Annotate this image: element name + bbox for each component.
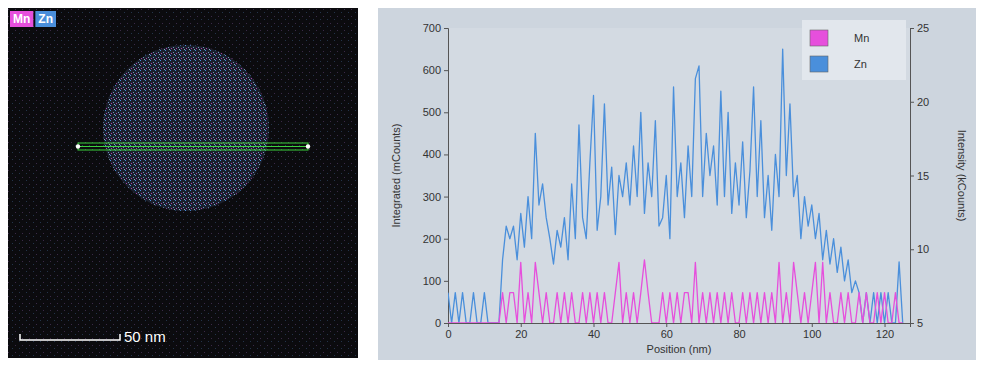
legend-label: Zn [854, 58, 867, 70]
y2-tick-mark [910, 102, 914, 103]
x-tick: 120 [876, 323, 894, 340]
y-tick-mark [444, 70, 448, 71]
x-tick: 20 [515, 323, 527, 340]
x-tick-mark [594, 323, 595, 327]
figure: Mn Zn 50 nm 0 20 40 60 80 100 120 0 100 200 300 400 500… [0, 0, 982, 365]
y2-tick-label: 15 [917, 170, 929, 182]
x-tick-mark [666, 323, 667, 327]
x-tick-label: 60 [661, 328, 673, 340]
element-chip-box [10, 11, 33, 27]
x-axis: 0 20 40 60 80 100 120 [445, 323, 910, 340]
x-tick-label: 120 [876, 328, 894, 340]
y-tick-mark [444, 239, 448, 240]
map-image: Mn Zn 50 nm [8, 8, 358, 358]
y2-tick: 20 [910, 96, 929, 108]
y-tick-label: 100 [423, 275, 441, 287]
y-tick: 400 [423, 148, 448, 160]
y-tick-mark [444, 28, 448, 29]
series-line [448, 49, 903, 323]
y-tick: 600 [423, 64, 448, 76]
y-tick-mark [444, 281, 448, 282]
y2-axis-line [911, 29, 915, 324]
y-axis: 0 100 200 300 400 500 600 700 [423, 22, 449, 329]
y2-tick-mark [910, 323, 914, 324]
y2-tick-label: 25 [917, 22, 929, 34]
x-tick-label: 80 [733, 328, 745, 340]
scale-bar-label: 50 nm [124, 328, 166, 345]
y2-tick-mark [910, 176, 914, 177]
y-tick-label: 300 [423, 191, 441, 203]
y-tick: 700 [423, 22, 448, 34]
y2-tick: 5 [910, 317, 923, 329]
y2-tick-label: 5 [917, 317, 923, 329]
x-tick: 40 [588, 323, 600, 340]
y-tick-mark [444, 323, 448, 324]
y-tick: 200 [423, 233, 448, 245]
x-tick-label: 20 [515, 328, 527, 340]
scan-line [78, 143, 308, 150]
element-chip: Mn [10, 11, 33, 27]
y2-tick: 15 [910, 170, 929, 182]
x-tick-label: 0 [445, 328, 451, 340]
scan-endpoint [76, 144, 80, 148]
series-line [448, 260, 903, 323]
particle [103, 45, 269, 211]
map-background [8, 8, 358, 358]
x-axis-title: Position (nm) [647, 343, 712, 355]
y-tick: 100 [423, 275, 448, 287]
x-tick-mark [739, 323, 740, 327]
x-tick: 0 [445, 323, 451, 340]
y2-axis-title: Intensity (kCounts) [956, 130, 968, 222]
y-tick-mark [444, 154, 448, 155]
y-axis-title: Integrated (mCounts) [390, 124, 402, 228]
x-tick-label: 100 [803, 328, 821, 340]
y-tick: 300 [423, 191, 448, 203]
element-chip: Zn [35, 11, 56, 27]
element-chip-box [35, 11, 56, 27]
y-tick-label: 600 [423, 64, 441, 76]
y-tick: 0 [435, 317, 448, 329]
legend-swatch [810, 56, 828, 72]
x-tick-mark [521, 323, 522, 327]
y-tick-label: 500 [423, 106, 441, 118]
y2-tick-mark [910, 249, 914, 250]
chart-background [378, 8, 976, 360]
y-tick-mark [444, 197, 448, 198]
x-tick-mark [885, 323, 886, 327]
legend: Mn Zn [802, 20, 906, 80]
x-tick-label: 40 [588, 328, 600, 340]
plot-marks [448, 49, 903, 323]
legend-box [802, 20, 906, 80]
y2-tick: 10 [910, 243, 929, 255]
y2-tick-label: 20 [917, 96, 929, 108]
x-tick: 60 [661, 323, 673, 340]
scan-endpoint [306, 144, 310, 148]
y2-tick-mark [910, 28, 914, 29]
y-tick-label: 0 [435, 317, 441, 329]
scale-bar [20, 334, 120, 340]
y-tick-label: 200 [423, 233, 441, 245]
element-chip-label: Mn [13, 12, 30, 26]
x-tick-mark [812, 323, 813, 327]
y-tick: 500 [423, 106, 448, 118]
x-tick: 100 [803, 323, 821, 340]
scan-line-center [78, 146, 308, 147]
x-tick: 80 [733, 323, 745, 340]
legend-swatch [810, 30, 828, 46]
y-tick-label: 400 [423, 148, 441, 160]
y2-axis: 5 10 15 20 25 [910, 22, 929, 329]
y-axis-line [444, 29, 449, 324]
y2-tick: 25 [910, 22, 929, 34]
y-tick-mark [444, 112, 448, 113]
legend-label: Mn [854, 32, 869, 44]
x-axis-line [449, 324, 911, 328]
y-tick-label: 700 [423, 22, 441, 34]
element-chip-label: Zn [38, 12, 53, 26]
y2-tick-label: 10 [917, 243, 929, 255]
